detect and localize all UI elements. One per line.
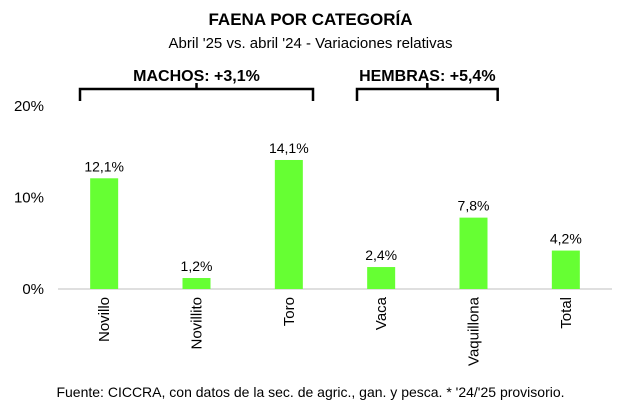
x-tick-label: Total xyxy=(558,297,575,329)
group-bracket-2 xyxy=(355,83,499,101)
group-label: HEMBRAS: +5,4% xyxy=(359,68,495,85)
chart-subtitle: Abril '25 vs. abril '24 - Variaciones re… xyxy=(168,35,453,52)
data-label: 4,2% xyxy=(550,231,582,247)
bar-novillo xyxy=(90,178,119,289)
bar-total xyxy=(551,250,580,289)
source-note: Fuente: CICCRA, con datos de la sec. de … xyxy=(56,384,565,400)
bar-vaquillona xyxy=(459,217,488,289)
bar-vaca xyxy=(367,267,396,289)
x-tick-label: Vaquillona xyxy=(466,296,483,366)
x-tick-label: Vaca xyxy=(373,296,390,330)
y-tick-label: 20% xyxy=(14,98,44,115)
y-tick-label: 0% xyxy=(22,281,44,298)
data-label: 12,1% xyxy=(84,158,124,174)
group-bracket-1 xyxy=(78,83,315,101)
x-tick-label: Toro xyxy=(281,297,298,326)
data-label: 1,2% xyxy=(181,258,213,274)
bar-chart: 0% 10% 20% 12,1% Novillo 1,2% Novillito 14,1% To… xyxy=(14,68,612,366)
group-label: MACHOS: +3,1% xyxy=(133,68,260,85)
data-label: 7,8% xyxy=(458,198,490,214)
chart-title: FAENA POR CATEGORÍA xyxy=(208,10,413,29)
bar-toro xyxy=(274,159,303,289)
y-tick-label: 10% xyxy=(14,190,44,207)
x-tick-label: Novillo xyxy=(96,297,113,342)
data-label: 2,4% xyxy=(365,247,397,263)
x-tick-label: Novillito xyxy=(189,297,206,350)
bar-novillito xyxy=(182,278,211,289)
data-label: 14,1% xyxy=(269,140,309,156)
